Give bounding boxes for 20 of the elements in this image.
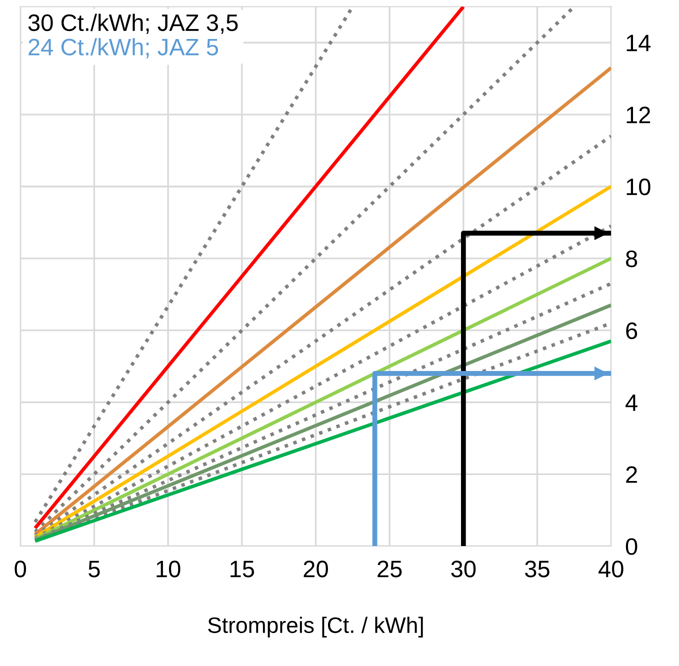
- x-tick-label: 10: [156, 560, 180, 578]
- x-tick-label: 35: [525, 560, 550, 578]
- y-tick-label: 6: [626, 322, 638, 340]
- y-tick-label: 8: [626, 250, 638, 268]
- y-tick-label: 4: [626, 394, 638, 411]
- x-axis-title: Strompreis [Ct. / kWh]: [208, 616, 423, 638]
- x-tick-label: 30: [451, 560, 476, 578]
- y-tick-label: 14: [626, 34, 651, 52]
- x-tick-label: 15: [230, 560, 254, 578]
- x-tick-label: 40: [598, 560, 624, 578]
- x-tick-label: 25: [378, 560, 402, 578]
- y-tick-label: 10: [626, 178, 650, 196]
- y-tick-label: 2: [626, 466, 637, 483]
- text: 24 Ct./kWh; JAZ 5: [28, 38, 218, 58]
- x-tick-label: 20: [304, 560, 328, 578]
- x-tick-label: 5: [88, 560, 100, 578]
- text: 30 Ct./kWh; JAZ 3,5: [28, 14, 238, 34]
- x-tick-label: 0: [14, 560, 26, 578]
- y-tick-label: 0: [626, 538, 638, 555]
- y-tick-label: 12: [626, 106, 650, 124]
